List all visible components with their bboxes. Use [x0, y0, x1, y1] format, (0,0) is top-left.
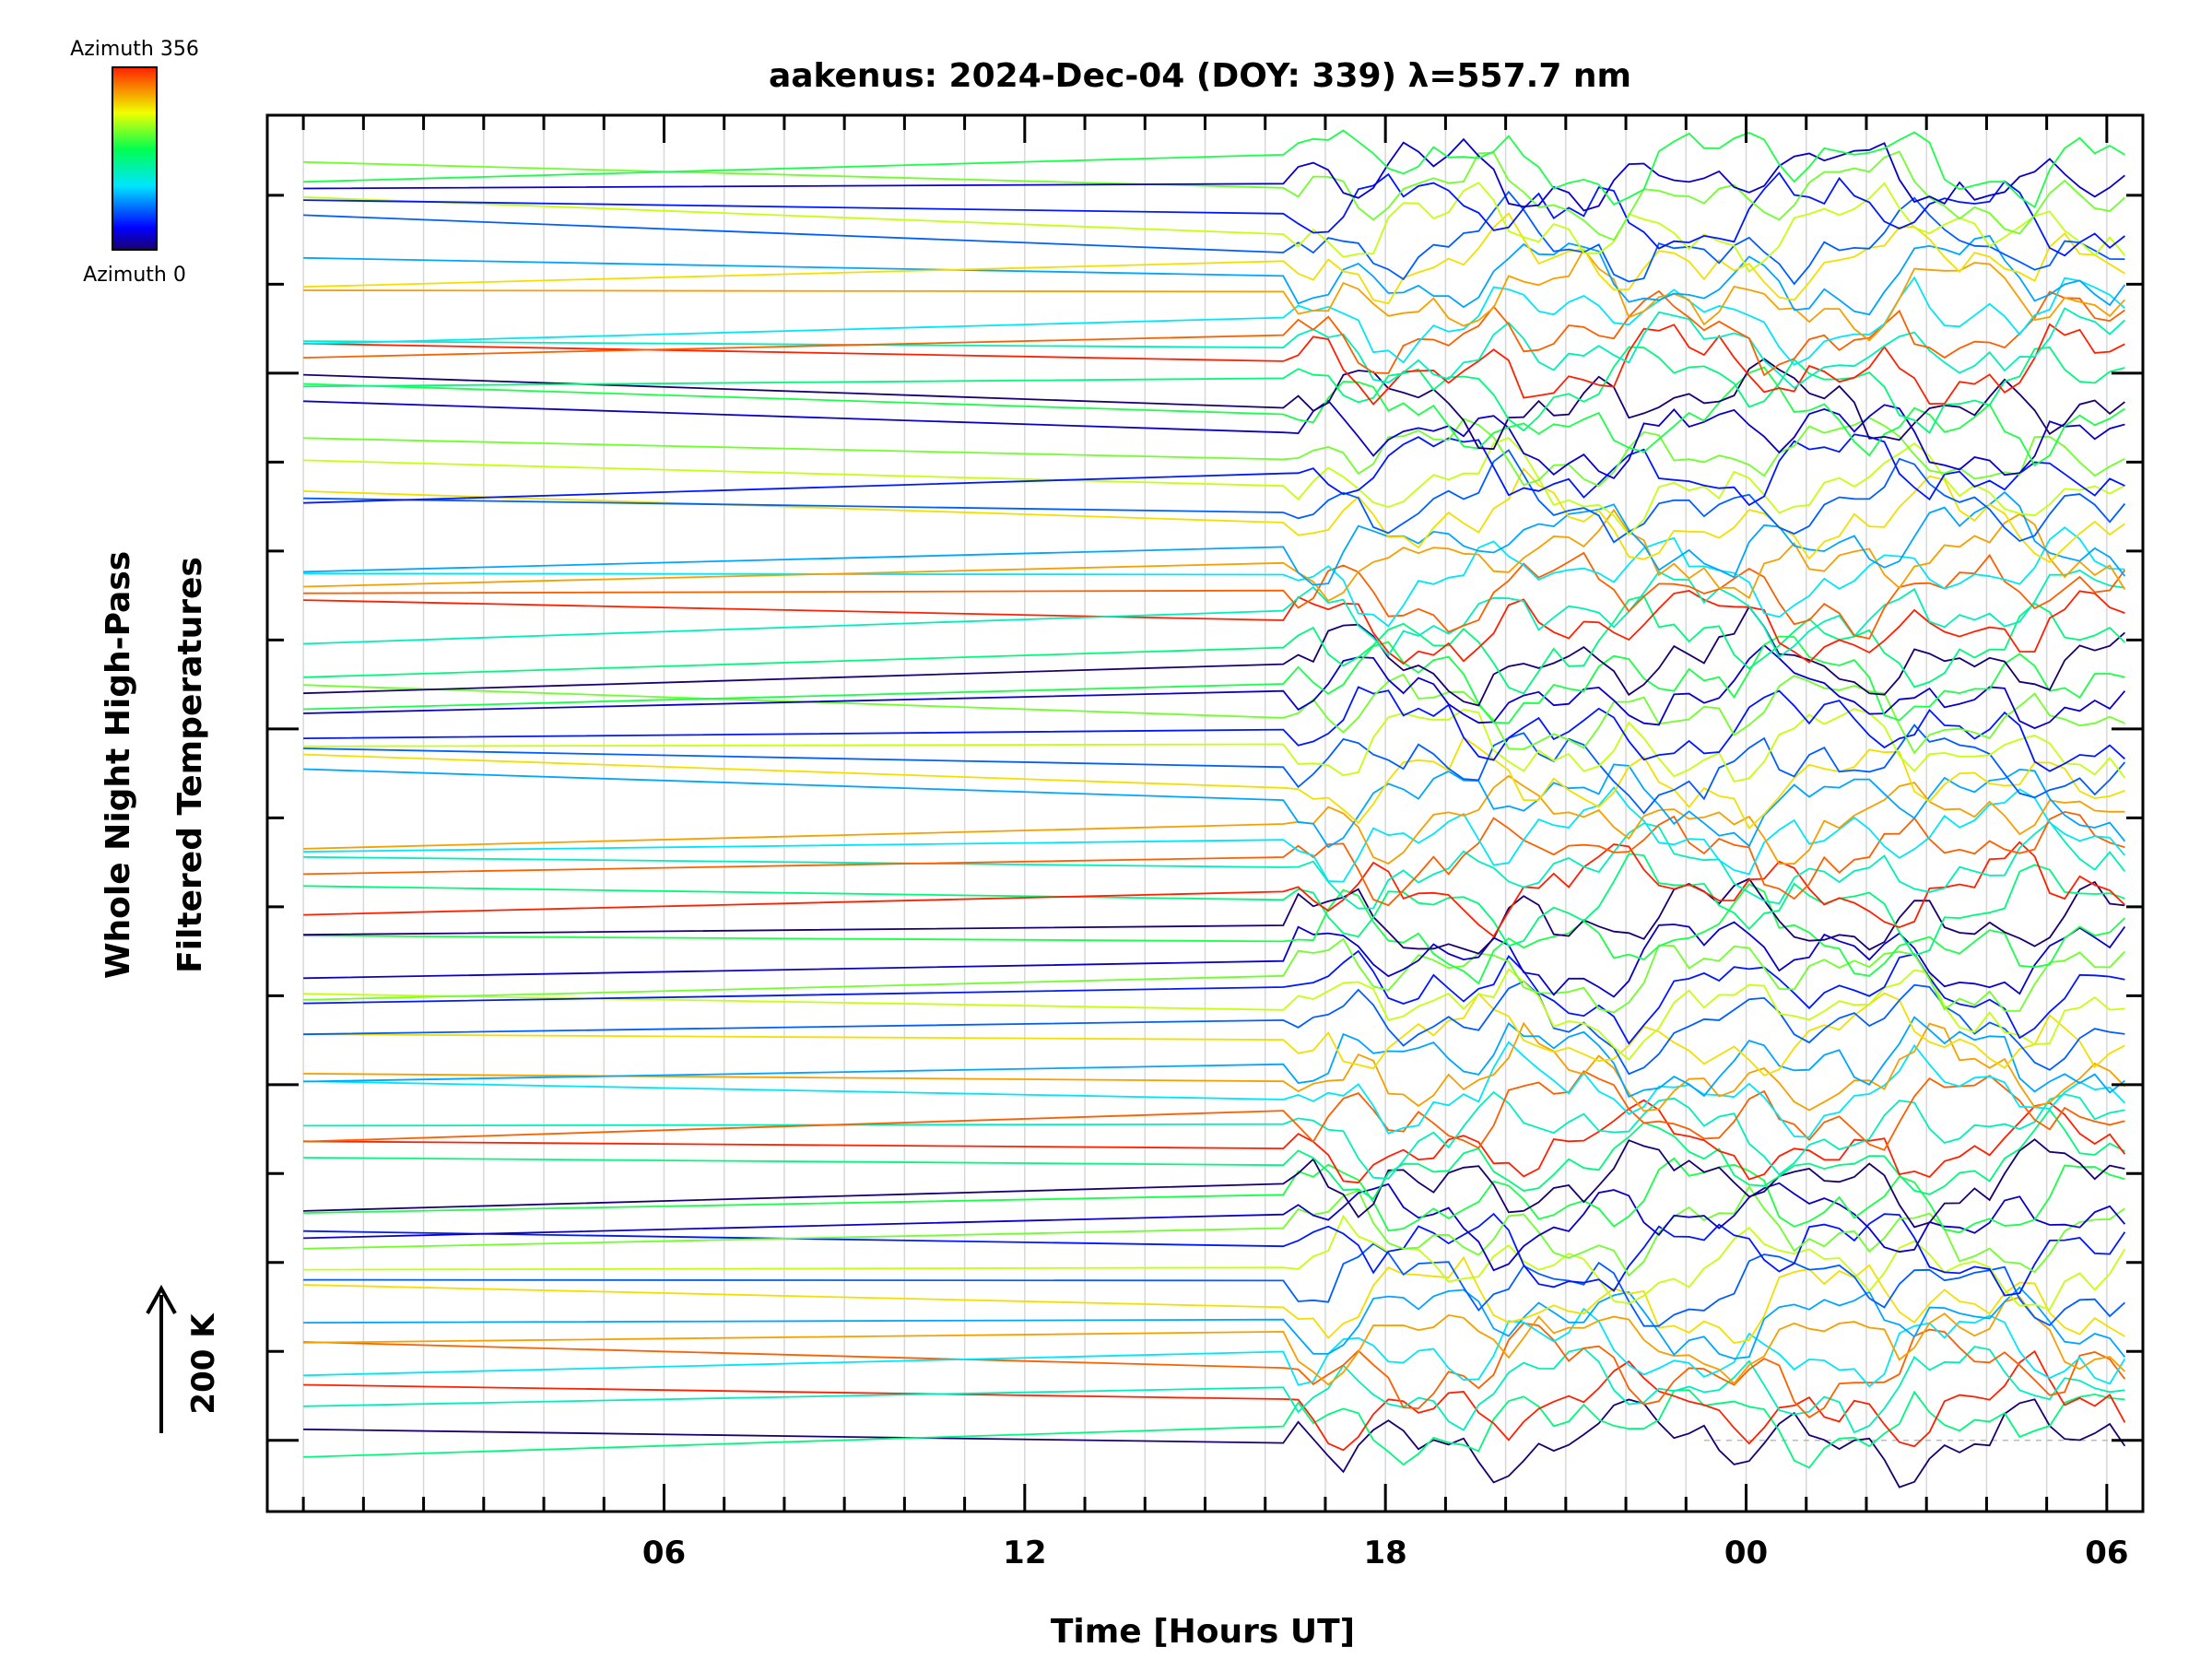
- series-line: [303, 399, 2125, 480]
- series-line: [303, 1108, 2125, 1201]
- y-axis-label-line1: Whole Night High-Pass: [100, 551, 137, 979]
- x-axis-label: Time [Hours UT]: [1051, 1613, 1355, 1651]
- series-line: [303, 1322, 2126, 1418]
- series-line: [303, 1157, 2125, 1234]
- series-line: [303, 590, 2125, 665]
- series-group: [303, 129, 2126, 1488]
- series-line: [303, 449, 2126, 544]
- series-line: [303, 358, 2125, 451]
- series-line: [303, 1286, 2126, 1360]
- series-line: [303, 366, 2125, 467]
- series-line: [303, 810, 2125, 907]
- series-line: [303, 724, 2126, 815]
- series-line: [303, 763, 2126, 849]
- series-line: [303, 1212, 2126, 1297]
- series-line: [303, 289, 2125, 377]
- series-line: [303, 643, 2126, 730]
- colorbar: Azimuth 356 Azimuth 0: [70, 38, 199, 287]
- series-line: [303, 883, 2126, 985]
- colorbar-bottom-label: Azimuth 0: [83, 264, 186, 287]
- series-line: [303, 323, 2125, 406]
- series-line: [303, 307, 2126, 389]
- series-line: [303, 248, 2126, 342]
- series-line: [303, 1016, 2125, 1099]
- series-line: [303, 820, 2126, 910]
- series-line: [303, 212, 2125, 305]
- x-tick-label: 06: [2085, 1535, 2128, 1571]
- series-line: [303, 594, 2126, 695]
- series-line: [303, 1070, 2125, 1151]
- series-line: [303, 433, 2125, 507]
- series-line: [303, 1307, 2126, 1388]
- series-line: [303, 735, 2125, 830]
- series-line: [303, 171, 2125, 257]
- series-line: [303, 1242, 2126, 1327]
- x-tick-labels: 06 12 18 00 06: [642, 1535, 2129, 1571]
- scale-indicator: 200 K: [146, 1284, 222, 1433]
- series-line: [303, 1398, 2126, 1488]
- series-line: [303, 937, 2126, 1014]
- series-line: [303, 569, 2125, 659]
- series-line: [303, 1349, 2126, 1452]
- axis-ticks: [267, 115, 2143, 1512]
- series-line: [303, 1021, 2126, 1112]
- x-tick-label: 00: [1724, 1535, 1768, 1571]
- series-line: [303, 1214, 2126, 1311]
- x-tick-label: 18: [1364, 1535, 1407, 1571]
- series-line: [303, 1182, 2126, 1272]
- series-line: [303, 467, 2125, 564]
- scale-arrow-head: [146, 1284, 177, 1314]
- series-line: [303, 508, 2126, 603]
- y-axis-label-line2: Filtered Temperatures: [171, 557, 209, 973]
- series-line: [303, 490, 2126, 586]
- series-line: [303, 1255, 2125, 1345]
- series-line: [303, 526, 2125, 628]
- series-line: [303, 605, 2125, 707]
- series-line: [303, 1099, 2126, 1184]
- series-line: [303, 417, 2125, 488]
- series-line: [303, 1346, 2125, 1434]
- series-line: [303, 708, 2126, 782]
- series-line: [303, 129, 2125, 209]
- series-line: [303, 968, 2125, 1061]
- series-line: [303, 1138, 2125, 1229]
- series-line: [303, 1184, 2125, 1277]
- series-line: [303, 276, 2125, 366]
- series-line: [303, 190, 2125, 286]
- series-line: [303, 1041, 2126, 1138]
- series-line: [303, 150, 2126, 241]
- x-tick-label: 12: [1003, 1535, 1046, 1571]
- series-line: [303, 551, 2126, 640]
- scale-arrow-label: 200 K: [185, 1312, 222, 1415]
- series-line: [303, 980, 2125, 1076]
- x-tick-label: 06: [642, 1535, 686, 1571]
- series-line: [303, 1296, 2126, 1386]
- series-line: [303, 437, 2125, 536]
- series-line: [303, 1090, 2125, 1180]
- series-line: [303, 182, 2126, 273]
- chart-title: aakenus: 2024-Dec-04 (DOY: 339) λ=557.7 …: [769, 57, 1631, 95]
- series-line: [303, 1389, 2125, 1469]
- colorbar-gradient: [112, 66, 158, 251]
- series-line: [303, 921, 2126, 998]
- series-line: [303, 686, 2126, 772]
- series-line: [303, 137, 2125, 212]
- series-line: [303, 949, 2125, 1045]
- grid: [302, 115, 2143, 1512]
- series-line: [303, 853, 2125, 957]
- series-line: [303, 234, 2126, 316]
- series-line: [303, 992, 2125, 1077]
- colorbar-top-label: Azimuth 356: [70, 38, 199, 61]
- series-line: [303, 786, 2126, 883]
